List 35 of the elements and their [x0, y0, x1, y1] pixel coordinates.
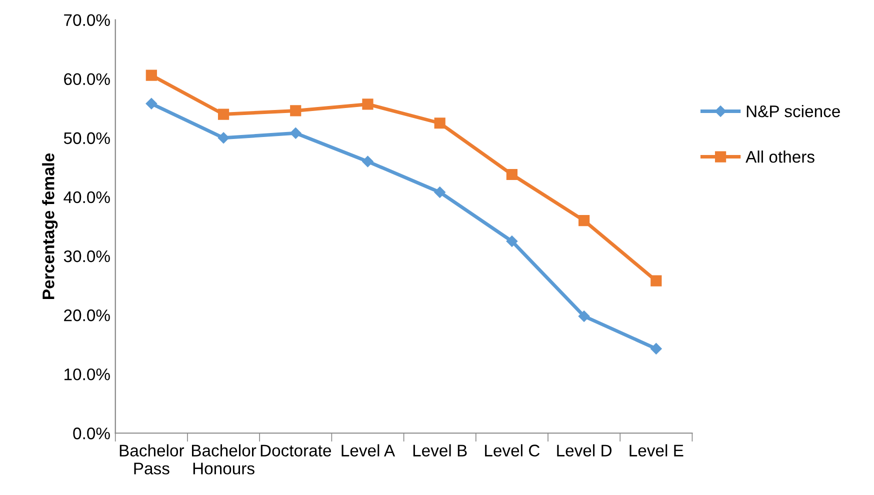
y-tick-label: 20.0% — [64, 309, 110, 322]
point — [650, 275, 662, 286]
y-tick-label: 70.0% — [64, 14, 110, 26]
point — [146, 70, 157, 81]
y-tick-label: 40.0% — [64, 191, 110, 204]
x-tick-label: Bachelor Honours — [192, 444, 256, 474]
y-tick-label: 10.0% — [64, 368, 110, 380]
point — [218, 132, 230, 144]
x-tick-label: Level C — [485, 444, 540, 456]
x-tick-label: Bachelor Pass — [120, 444, 184, 474]
point — [362, 156, 374, 168]
point — [434, 118, 446, 129]
point — [290, 105, 302, 116]
x-tick-label: Doctorate — [260, 444, 332, 456]
point — [506, 236, 518, 247]
legend-label: All others — [746, 150, 814, 163]
y-tick-label: 30.0% — [64, 250, 110, 262]
x-tick-label: Level E — [630, 444, 684, 456]
x-tick-label: Level B — [413, 444, 467, 456]
point — [578, 215, 590, 226]
point — [362, 98, 374, 110]
y-tick-label: 60.0% — [64, 73, 110, 86]
legend-label: N&P science — [746, 104, 840, 118]
point — [146, 98, 158, 110]
x-tick-label: Level A — [342, 444, 396, 456]
y-tick-label: 0.0% — [73, 428, 110, 440]
point — [506, 168, 518, 180]
y-tick-label: 50.0% — [64, 132, 110, 144]
point — [218, 108, 230, 120]
point — [650, 343, 662, 354]
point — [290, 128, 302, 139]
point — [578, 310, 590, 322]
point — [434, 186, 446, 198]
y-axis-title: Percentage female — [42, 153, 58, 299]
x-tick-label: Level D — [557, 444, 612, 456]
